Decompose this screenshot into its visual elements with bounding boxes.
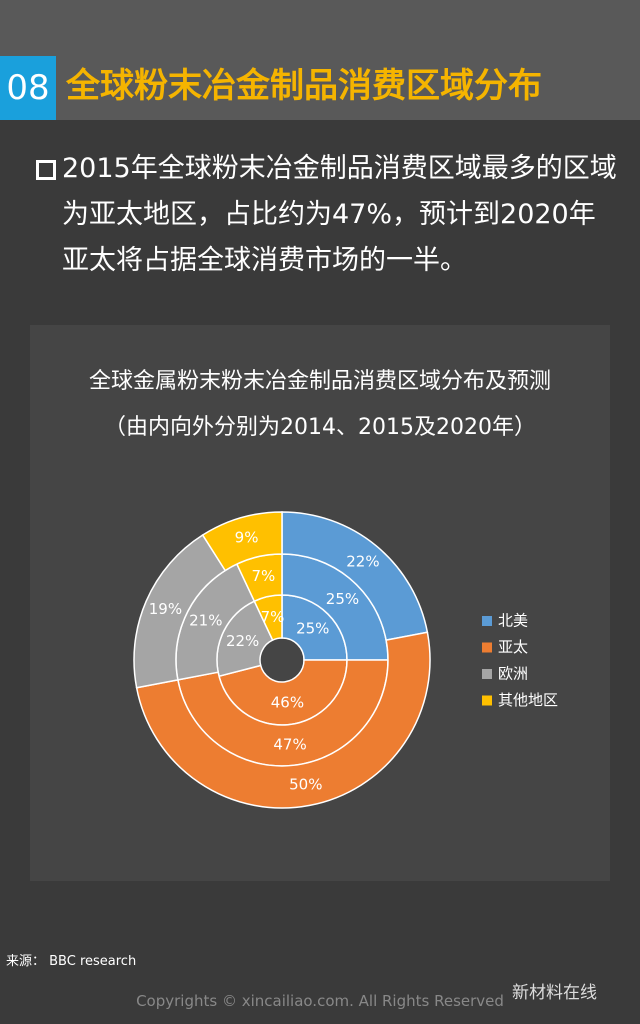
chart-subtitle: （由内向外分别为2014、2015及2020年） xyxy=(104,415,536,440)
legend-swatch xyxy=(482,695,492,706)
legend-swatch xyxy=(482,642,492,653)
legend-swatch xyxy=(482,616,492,626)
donut-segment xyxy=(135,631,431,809)
data-label: 22% xyxy=(226,632,259,650)
legend-label: 亚太 xyxy=(498,638,528,656)
data-label: 47% xyxy=(273,736,306,754)
data-label: 22% xyxy=(346,553,379,571)
source: 来源： BBC research xyxy=(6,954,137,969)
legend-label: 其他地区 xyxy=(498,691,558,709)
data-label: 7% xyxy=(251,567,275,585)
donut-segment xyxy=(201,511,283,572)
section-number: 08 xyxy=(0,56,56,120)
legend-swatch xyxy=(482,669,492,679)
data-label: 7% xyxy=(261,608,285,626)
watermark: 新材料在线 xyxy=(512,983,597,1003)
copyright: Copyrights © xincailiao.com. All Rights … xyxy=(136,992,504,1010)
data-label: 19% xyxy=(149,600,182,618)
data-label: 25% xyxy=(296,620,329,638)
chart-title: 全球金属粉末粉末冶金制品消费区域分布及预测 xyxy=(89,369,551,394)
data-label: 25% xyxy=(326,590,359,608)
legend-label: 北美 xyxy=(498,612,528,630)
data-label: 50% xyxy=(289,775,322,793)
data-label: 21% xyxy=(189,612,222,630)
header-band xyxy=(0,0,640,120)
data-label: 9% xyxy=(235,529,259,547)
bullet-icon xyxy=(36,160,56,180)
legend-label: 欧洲 xyxy=(498,665,528,683)
bullet-text: 2015年全球粉末冶金制品消费区域最多的区域为亚太地区，占比约为47%，预计到2… xyxy=(62,153,617,276)
data-label: 46% xyxy=(271,694,304,712)
section-title: 全球粉末冶金制品消费区域分布 xyxy=(66,66,542,106)
